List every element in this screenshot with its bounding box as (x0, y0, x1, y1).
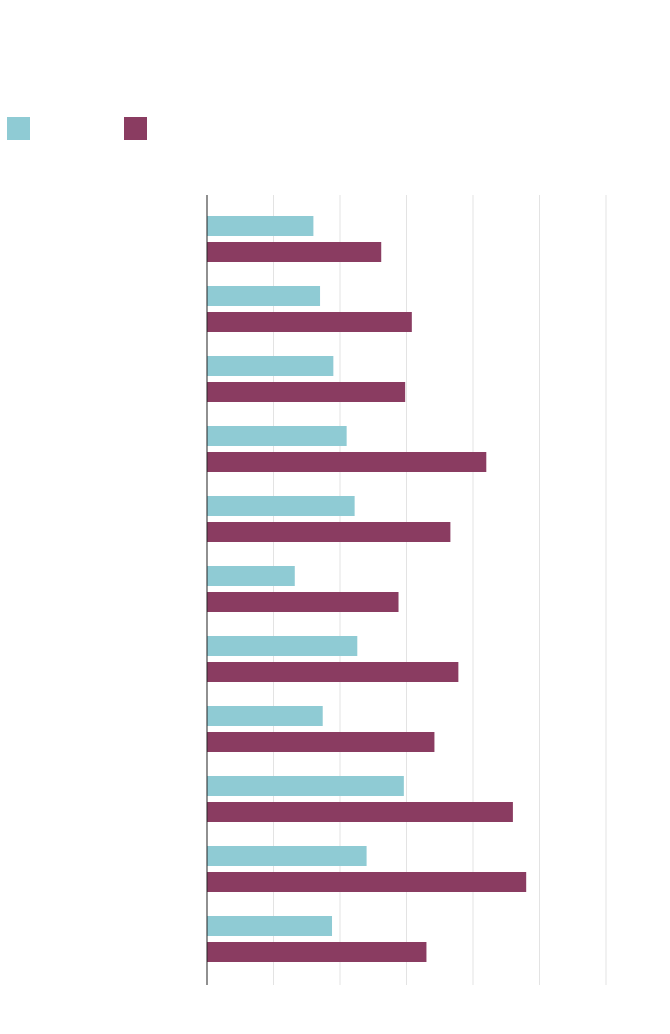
bar-series-a (207, 776, 404, 796)
bar-series-a (207, 496, 355, 516)
bar-series-b (207, 312, 412, 332)
bar-series-b (207, 732, 435, 752)
bar-series-a (207, 846, 367, 866)
bar-series-b (207, 802, 513, 822)
legend-item-series-b (124, 117, 153, 140)
bar-series-b (207, 592, 399, 612)
bar-series-b (207, 242, 382, 262)
bar-series-b (207, 942, 427, 962)
bar-series-a (207, 916, 333, 936)
bar-series-a (207, 706, 323, 726)
bar-series-a (207, 426, 347, 446)
legend-swatch-series-a (7, 117, 30, 140)
bar-series-a (207, 566, 295, 586)
bar-series-b (207, 872, 527, 892)
bar-series-a (207, 636, 358, 656)
bar-series-b (207, 452, 487, 472)
legend (7, 117, 153, 140)
legend-swatch-series-b (124, 117, 147, 140)
bar-series-a (207, 356, 334, 376)
legend-item-series-a (7, 117, 36, 140)
bar-series-b (207, 522, 451, 542)
bar-series-a (207, 286, 321, 306)
bar-series-b (207, 382, 406, 402)
bar-series-a (207, 216, 314, 236)
bar-series-b (207, 662, 459, 682)
